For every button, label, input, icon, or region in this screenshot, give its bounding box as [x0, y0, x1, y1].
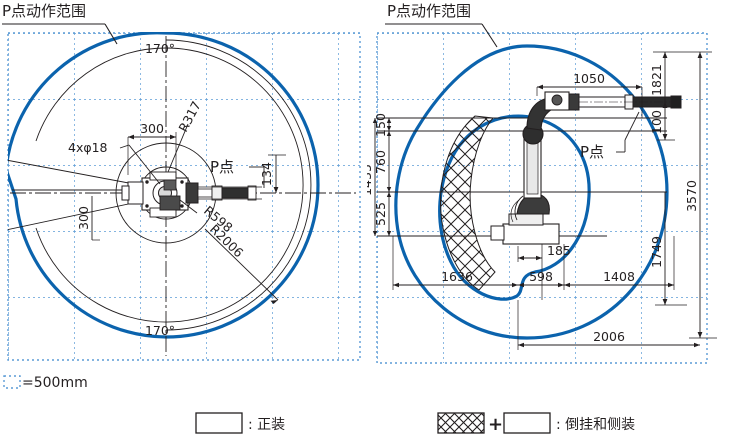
side-view-title-group: P点动作范围	[385, 2, 498, 48]
dim-1050: 1050	[536, 71, 643, 118]
motion-arc-170-black	[35, 39, 312, 331]
robot-top-view-graphic	[121, 171, 262, 218]
dim-3570: 3570	[684, 52, 717, 339]
hole-note-label: 4xφ18	[68, 140, 108, 155]
legend-svg: : 正装 + : 倒挂和侧装	[195, 412, 635, 435]
dim-1408-label: 1408	[603, 269, 635, 284]
dim-300-vertical: 300	[76, 196, 100, 241]
p-point-callout-side: P点	[580, 111, 640, 161]
inverted-mount-hatched-region	[440, 115, 496, 291]
dim-1749: 1749	[649, 192, 687, 306]
dim-150-label: 150	[373, 113, 388, 137]
dim-chain-left-vertical: 150 760 525 1435	[367, 113, 397, 237]
legend: : 正装 + : 倒挂和侧装	[0, 400, 734, 448]
hole-note-group: 4xφ18	[68, 140, 161, 185]
dim-2006-label: 2006	[593, 329, 625, 344]
angle-label-lower: 170°	[145, 323, 175, 338]
empty-box-icon	[195, 412, 243, 434]
dim-1050-label: 1050	[573, 71, 605, 86]
dim-598-label: 598	[529, 269, 553, 284]
hatched-box-icon	[437, 412, 485, 434]
dim-760-label: 760	[373, 150, 388, 174]
robot-side-view-graphic	[490, 91, 682, 245]
empty-box-icon-2	[503, 412, 551, 434]
side-view-title: P点动作范围	[387, 2, 471, 20]
dim-2006: 2006	[517, 300, 700, 350]
top-view-panel: P点动作范围 170° 170° 4xφ18 300 300	[2, 2, 361, 391]
dim-300-vertical-label: 300	[76, 206, 91, 230]
p-point-label-top: P点	[210, 158, 234, 176]
scale-note-label: =500mm	[22, 375, 88, 391]
dim-134-label: 134	[259, 162, 274, 186]
dim-1749-label: 1749	[649, 236, 664, 268]
dim-185-label: 185	[547, 243, 571, 258]
p-point-label-side: P点	[580, 143, 604, 161]
dim-1821-label: 1821	[649, 64, 664, 96]
angle-label-upper: 170°	[145, 41, 175, 56]
top-view-title-group: P点动作范围	[2, 2, 118, 45]
top-view-svg: P点动作范围 170° 170° 4xφ18 300 300	[2, 2, 361, 391]
dim-1821: 1821	[649, 51, 712, 102]
dim-chain-bottom: 1636 598 1408	[392, 236, 675, 290]
legend-item-plain: : 正装	[195, 412, 285, 434]
top-view-title: P点动作范围	[2, 2, 86, 20]
dim-1435-label: 1435	[367, 164, 374, 196]
legend-item-hatched: + : 倒挂和侧装	[437, 412, 635, 435]
legend-plus-sign: +	[488, 414, 503, 435]
dim-3570-label: 3570	[684, 180, 699, 212]
scale-note: =500mm	[3, 375, 88, 391]
dim-300-horizontal-label: 300	[140, 121, 164, 136]
side-view-panel: P点动作范围 1050 1821 100	[367, 0, 734, 448]
dim-1636-label: 1636	[441, 269, 473, 284]
dim-185: 185	[517, 243, 571, 300]
side-view-svg: P点动作范围 1050 1821 100	[367, 2, 717, 364]
dim-525-label: 525	[373, 202, 388, 226]
p-point-callout-top: P点	[210, 158, 265, 188]
dim-134-vertical: 134	[259, 154, 286, 193]
dim-100-label: 100	[649, 110, 664, 134]
dim-100: 100	[649, 102, 675, 141]
legend-item-hatched-label: : 倒挂和侧装	[556, 417, 635, 433]
dim-300-horizontal: 300	[127, 121, 177, 178]
reference-lines-side	[377, 117, 667, 237]
legend-item-plain-label: : 正装	[248, 417, 285, 433]
